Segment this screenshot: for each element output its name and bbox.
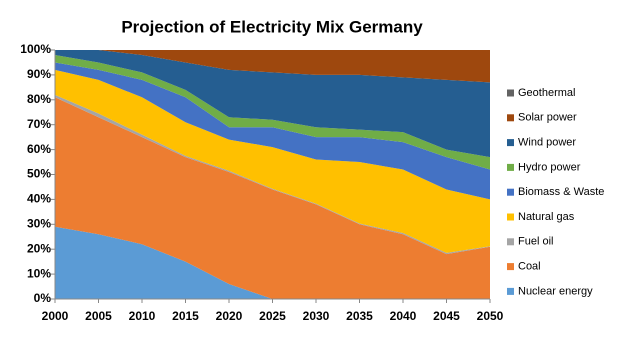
x-tick-label: 2035	[346, 309, 373, 323]
x-tick-label: 2025	[259, 309, 286, 323]
legend-swatch	[507, 188, 514, 196]
legend-swatch	[507, 114, 514, 122]
y-tick-label: 20%	[27, 241, 51, 255]
legend-swatch	[507, 163, 514, 171]
area	[55, 62, 490, 200]
area	[55, 50, 490, 158]
y-tick-label: 90%	[27, 67, 51, 81]
y-tick-label: 50%	[27, 167, 51, 181]
y-tick-label: 100%	[20, 42, 51, 56]
y-tick-label: 40%	[27, 192, 51, 206]
legend-swatch	[507, 263, 514, 271]
x-tick-label: 2045	[433, 309, 460, 323]
x-tick-label: 2000	[42, 309, 69, 323]
legend-label: Geothermal	[518, 87, 575, 99]
chart-title: Projection of Electricity Mix Germany	[121, 17, 423, 36]
legend-swatch	[507, 238, 514, 246]
x-tick-label: 2040	[390, 309, 417, 323]
legend-label: Wind power	[518, 137, 576, 149]
area	[55, 69, 490, 253]
legend-swatch	[507, 139, 514, 147]
x-tick-label: 2010	[129, 309, 156, 323]
area	[55, 50, 490, 83]
area	[55, 54, 490, 170]
y-tick-label: 60%	[27, 142, 51, 156]
area	[55, 97, 490, 299]
x-tick-label: 2015	[172, 309, 199, 323]
y-tick-label: 10%	[27, 266, 51, 280]
legend-label: Hydro power	[518, 161, 581, 173]
legend-label: Fuel oil	[518, 236, 553, 248]
x-tick-label: 2050	[477, 309, 504, 323]
legend-label: Solar power	[518, 112, 577, 124]
y-tick-label: 80%	[27, 92, 51, 106]
x-tick-label: 2030	[303, 309, 330, 323]
legend-swatch	[507, 89, 514, 97]
x-tick-label: 2020	[216, 309, 243, 323]
y-tick-label: 0%	[34, 291, 52, 305]
area	[55, 226, 490, 299]
legend-swatch	[507, 213, 514, 221]
y-tick-label: 70%	[27, 117, 51, 131]
y-tick-label: 30%	[27, 216, 51, 230]
x-tick-label: 2005	[85, 309, 112, 323]
legend-label: Coal	[518, 261, 541, 273]
legend-label: Nuclear energy	[518, 285, 593, 297]
legend-label: Natural gas	[518, 211, 575, 223]
legend-swatch	[507, 287, 514, 295]
legend-label: Biomass & Waste	[518, 186, 604, 198]
